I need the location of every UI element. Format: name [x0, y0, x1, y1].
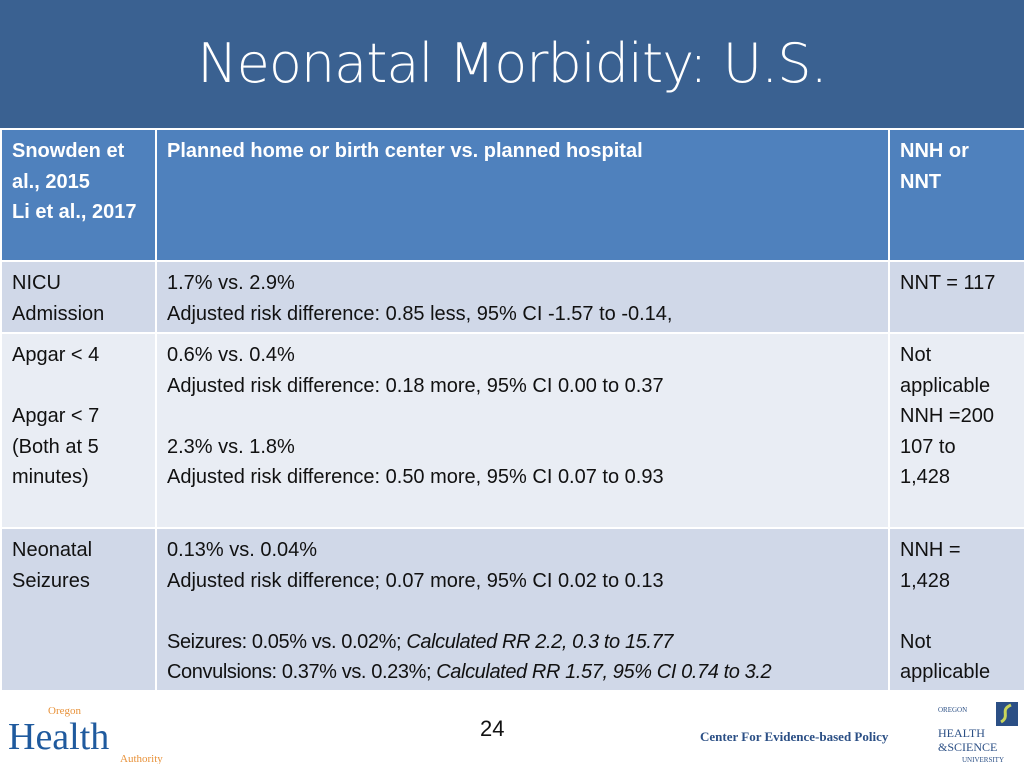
outcome-cell: Neonatal Seizures — [0, 527, 157, 692]
nn-cell: NNT = 117 — [888, 260, 1024, 334]
ohsu-logo: OREGON HEALTH &SCIENCE UNIVERSITY — [938, 702, 1018, 764]
svg-text:Oregon: Oregon — [48, 705, 81, 717]
outcome-cell: Apgar < 4 Apgar < 7 (Both at 5 minutes) — [0, 332, 157, 529]
svg-text:Health: Health — [8, 716, 109, 758]
result-cell: 0.13% vs. 0.04% Adjusted risk difference;… — [155, 527, 890, 692]
morbidity-table: Snowden et al., 2015 Li et al., 2017 Plan… — [0, 128, 1024, 692]
svg-text:Authority: Authority — [120, 753, 163, 764]
page-number: 24 — [480, 716, 505, 741]
table-row: Apgar < 4 Apgar < 7 (Both at 5 minutes) 0.6… — [0, 332, 1024, 529]
title-bar: Neonatal Morbidity: U.S. — [0, 0, 1024, 128]
header-comparison: Planned home or birth center vs. planned… — [155, 128, 890, 262]
table-header-row: Snowden et al., 2015 Li et al., 2017 Plan… — [0, 128, 1024, 262]
header-nnh: NNH or NNT — [888, 128, 1024, 262]
nn-cell: Not applicable NNH =200 107 to 1,428 — [888, 332, 1024, 529]
svg-text:UNIVERSITY: UNIVERSITY — [962, 756, 1004, 764]
table-row: Neonatal Seizures 0.13% vs. 0.04% Adjusted… — [0, 527, 1024, 692]
slide-title: Neonatal Morbidity: U.S. — [197, 32, 827, 95]
header-studies: Snowden et al., 2015 Li et al., 2017 — [0, 128, 157, 262]
svg-text:OREGON: OREGON — [938, 706, 967, 714]
center-evidence-policy-label: Center For Evidence-based Policy — [700, 729, 889, 744]
oregon-health-authority-logo: Oregon Health Authority — [8, 705, 163, 764]
svg-text:HEALTH: HEALTH — [938, 726, 985, 740]
nn-cell: NNH = 1,428 Not applicable — [888, 527, 1024, 692]
result-cell: 1.7% vs. 2.9% Adjusted risk difference: 0… — [155, 260, 890, 334]
table-row: NICU Admission 1.7% vs. 2.9% Adjusted risk… — [0, 260, 1024, 334]
result-cell: 0.6% vs. 0.4% Adjusted risk difference: 0… — [155, 332, 890, 529]
outcome-cell: NICU Admission — [0, 260, 157, 334]
svg-text:&SCIENCE: &SCIENCE — [938, 740, 997, 754]
